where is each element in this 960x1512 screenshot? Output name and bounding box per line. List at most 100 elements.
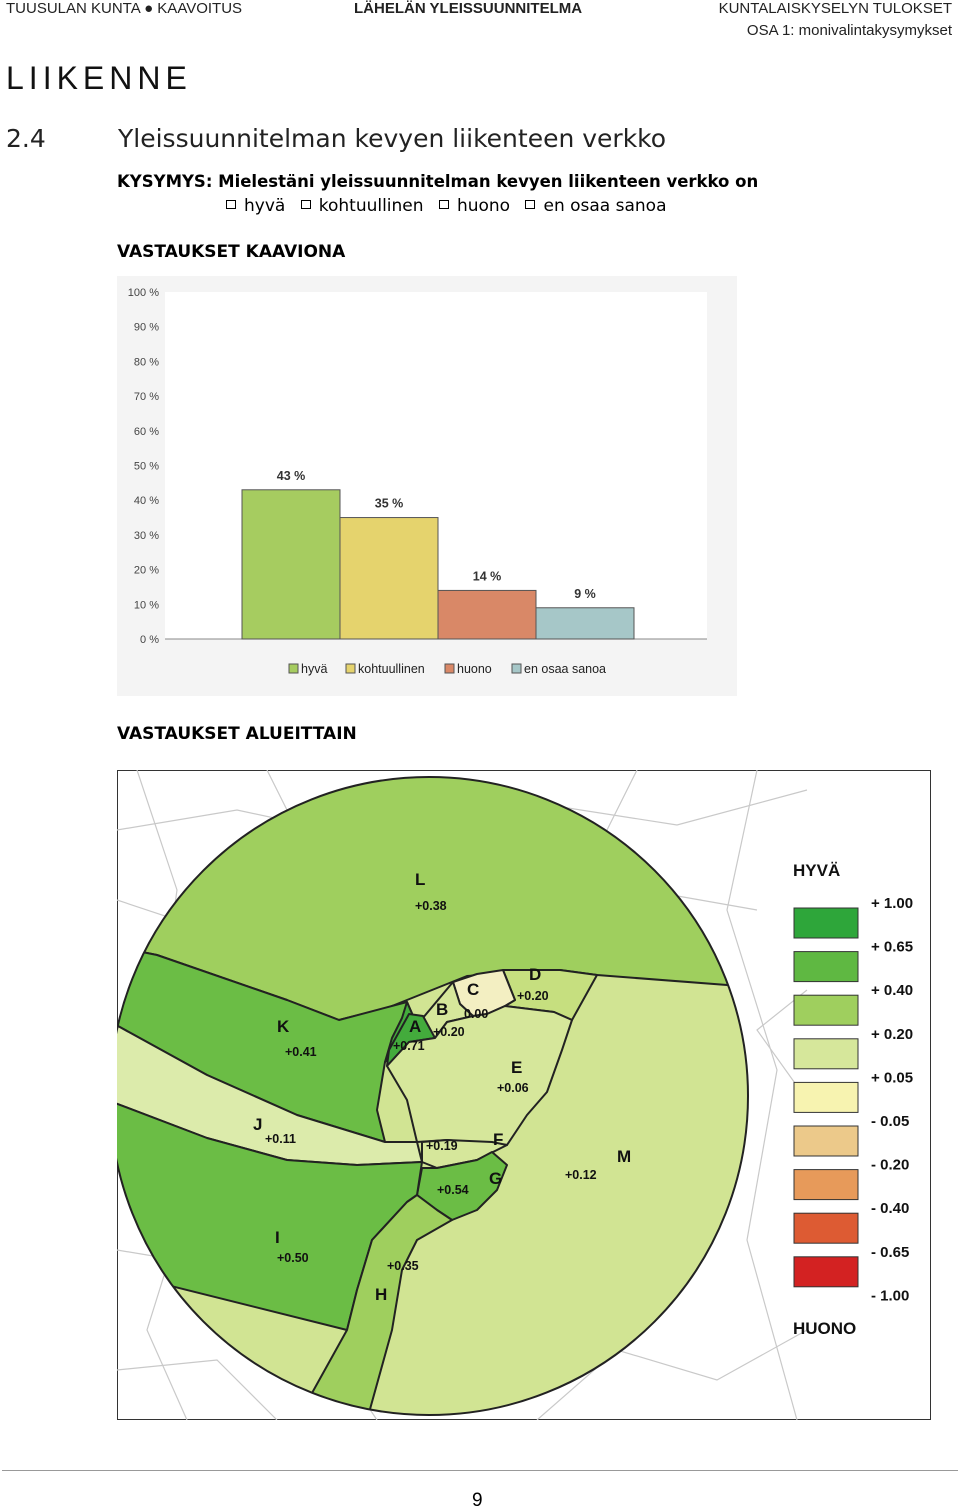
- option-hyva: hyvä: [226, 196, 285, 216]
- heading-text: Yleissuunnitelman kevyen liikenteen verk…: [118, 124, 667, 153]
- y-tick-label: 10 %: [134, 599, 159, 611]
- option-label: kohtuullinen: [318, 196, 424, 216]
- y-tick-label: 80 %: [134, 356, 159, 368]
- region-value-b: +0.20: [433, 1025, 465, 1039]
- region-letter-b: B: [436, 1000, 448, 1019]
- bar-value-label: 35 %: [375, 497, 404, 511]
- region-letter-h: H: [375, 1285, 387, 1304]
- bar: [437, 589, 537, 640]
- heading-number: 2.4: [6, 124, 46, 153]
- checkbox-icon: [525, 200, 536, 209]
- bar-value-label: 9 %: [574, 587, 596, 601]
- region-value-e: +0.06: [497, 1081, 529, 1095]
- bar: [241, 489, 341, 640]
- region-letter-d: D: [529, 965, 541, 984]
- region-e: [386, 1005, 573, 1146]
- legend-value: - 0.65: [871, 1244, 909, 1261]
- region-value-j: +0.11: [265, 1132, 296, 1146]
- region-h: [296, 1194, 453, 1415]
- region-letter-i: I: [275, 1228, 280, 1247]
- chart-section-title: VASTAUKSET KAAVIONA: [117, 242, 346, 262]
- section-title: LIIKENNE: [6, 60, 192, 96]
- checkbox-icon: [300, 200, 311, 209]
- y-tick-label: 50 %: [134, 461, 159, 473]
- legend-value: + 0.65: [871, 939, 913, 956]
- legend-value: + 0.40: [871, 982, 913, 999]
- legend-color-swatch: [793, 951, 859, 983]
- legend-label: huono: [457, 662, 492, 676]
- option-label: en osaa sanoa: [543, 196, 667, 216]
- region-value-k: +0.41: [285, 1045, 317, 1059]
- legend-label: en osaa sanoa: [524, 662, 606, 676]
- page-header: TUUSULAN KUNTA ● KAAVOITUS LÄHELÄN YLEIS…: [0, 0, 960, 20]
- legend-value: - 0.20: [871, 1157, 909, 1174]
- regional-answers-map: L +0.38 K +0.41 A +0.71 B +0.20 C 0.00 D +0.20 E +0.0…: [117, 770, 931, 1420]
- legend-poor-label: HUONO: [793, 1319, 856, 1338]
- legend-value: + 0.05: [871, 1069, 913, 1086]
- bar-value-label: 43 %: [277, 469, 306, 483]
- region-value-l: +0.38: [415, 899, 447, 913]
- region-letter-a: A: [409, 1017, 421, 1036]
- option-label: hyvä: [244, 196, 286, 216]
- answer-options: hyvä kohtuullinen huono en osaa sanoa: [226, 196, 677, 216]
- region-value-d: +0.20: [517, 989, 549, 1003]
- legend-color-swatch: [793, 1081, 859, 1113]
- region-letter-f: F: [493, 1130, 503, 1149]
- legend-color-swatch: [793, 1169, 859, 1201]
- legend-value: + 1.00: [871, 895, 913, 912]
- region-value-m: +0.12: [565, 1168, 597, 1182]
- legend-good-label: HYVÄ: [793, 861, 840, 880]
- region-value-c: 0.00: [464, 1007, 488, 1021]
- legend-label: hyvä: [301, 662, 327, 676]
- region-letter-l: L: [415, 870, 425, 889]
- legend-color-swatch: [793, 1256, 859, 1288]
- region-letter-c: C: [467, 980, 479, 999]
- legend-swatch: [345, 663, 356, 674]
- header-subtitle: OSA 1: monivalintakysymykset: [746, 22, 952, 39]
- legend-value: + 0.20: [871, 1026, 913, 1043]
- y-tick-label: 100 %: [128, 287, 159, 299]
- y-tick-label: 90 %: [134, 322, 159, 334]
- y-tick-label: 70 %: [134, 391, 159, 403]
- region-value-h: +0.35: [387, 1259, 419, 1273]
- y-tick-label: 0 %: [140, 634, 159, 646]
- checkbox-icon: [438, 200, 449, 209]
- legend-swatch: [511, 663, 522, 674]
- question-text: KYSYMYS: Mielestäni yleissuunnitelman ke…: [117, 172, 759, 191]
- header-report-name: KUNTALAISKYSELYN TULOKSET: [718, 0, 952, 17]
- legend-value: - 1.00: [871, 1287, 909, 1304]
- legend-value: - 0.05: [871, 1113, 909, 1130]
- legend-color-swatch: [793, 994, 859, 1026]
- region-letter-m: M: [617, 1147, 631, 1166]
- header-organization: TUUSULAN KUNTA ● KAAVOITUS: [6, 0, 243, 17]
- option-kohtuullinen: kohtuullinen: [300, 196, 424, 216]
- legend-color-swatch: [793, 1125, 859, 1157]
- survey-area-circle: [117, 776, 749, 1416]
- page-number: 9: [472, 1490, 483, 1511]
- option-label: huono: [456, 196, 511, 216]
- legend-color-swatch: [793, 1212, 859, 1244]
- legend-color-swatch: [793, 1038, 859, 1070]
- bar: [535, 607, 635, 640]
- bar: [339, 517, 439, 640]
- footer-rule: [2, 1470, 958, 1471]
- region-value-g: +0.54: [437, 1183, 469, 1197]
- legend-value: - 0.40: [871, 1200, 909, 1217]
- region-value-f: +0.19: [426, 1139, 458, 1153]
- legend-swatch: [288, 663, 299, 674]
- y-tick-label: 20 %: [134, 565, 159, 577]
- y-tick-label: 30 %: [134, 530, 159, 542]
- region-letter-g: G: [489, 1169, 502, 1188]
- option-en-osaa-sanoa: en osaa sanoa: [525, 196, 667, 216]
- region-letter-j: J: [253, 1115, 262, 1134]
- legend-swatch: [444, 663, 455, 674]
- legend-color-swatch: [793, 907, 859, 939]
- page-heading: 2.4 Yleissuunnitelman kevyen liikenteen v…: [6, 124, 666, 153]
- checkbox-icon: [226, 200, 236, 209]
- answers-bar-chart: 0 % 10 % 20 % 30 % 40 % 50 % 60 % 70 % 80 % 90 % 1…: [117, 276, 737, 696]
- y-tick-label: 40 %: [134, 495, 159, 507]
- y-tick-label: 60 %: [134, 426, 159, 438]
- region-letter-k: K: [277, 1017, 290, 1036]
- header-plan-name: LÄHELÄN YLEISSUUNNITELMA: [354, 0, 583, 17]
- region-letter-e: E: [511, 1058, 522, 1077]
